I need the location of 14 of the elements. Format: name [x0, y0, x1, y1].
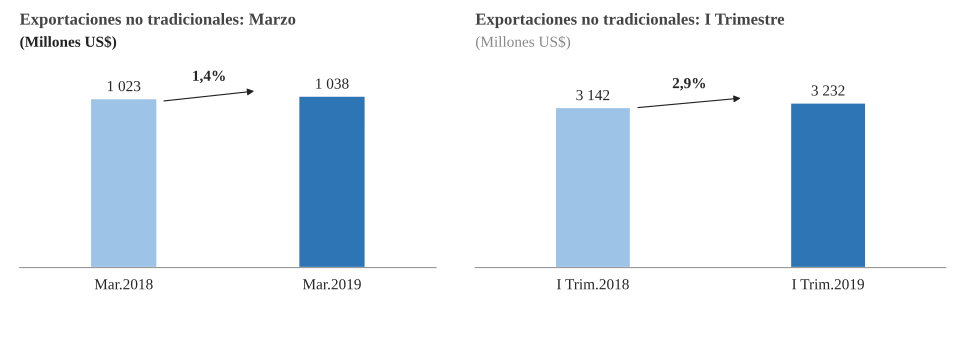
chart-subtitle: (Millones US$) [476, 36, 570, 50]
chart-title: Exportaciones no tradicionales: Marzo [20, 13, 296, 28]
data-label: 1 023 [108, 80, 140, 92]
text: 1,4% [193, 70, 225, 84]
x-tick-label: I Trim.2019 [792, 279, 864, 290]
chart-title: Exportaciones no tradicionales: I Trimestre [476, 13, 784, 28]
x-tick-label: Mar.2018 [94, 279, 153, 290]
data-label: 1 038 [316, 78, 349, 89]
data-label: 3 232 [812, 85, 844, 96]
chart-subtitle: (Millones US$) [20, 36, 116, 50]
text: 2,9% [672, 78, 706, 90]
x-tick-label: I Trim.2018 [556, 279, 629, 290]
data-label: 3 142 [576, 90, 610, 100]
x-tick-label: Mar.2019 [302, 279, 361, 290]
